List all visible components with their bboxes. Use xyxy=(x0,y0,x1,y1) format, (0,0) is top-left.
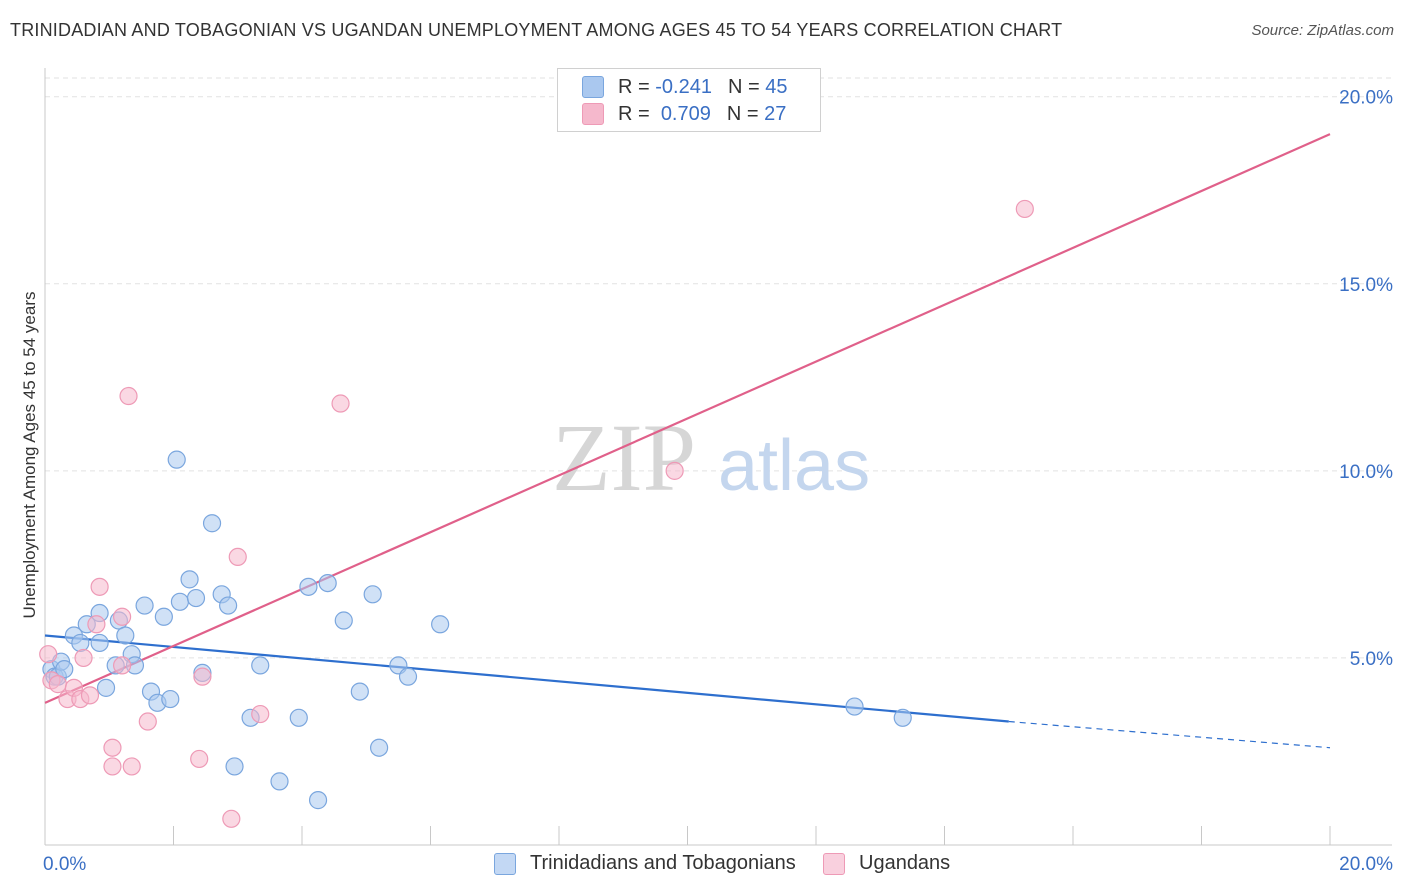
ugandan-point xyxy=(1015,199,1034,219)
ugandan-point xyxy=(251,704,270,724)
ugandan-point xyxy=(138,712,157,731)
source-label: Source: ZipAtlas.com xyxy=(1251,22,1394,39)
ugandan-point xyxy=(112,607,132,626)
bottom-legend-swatch-blue xyxy=(494,852,516,875)
trinidadian-point xyxy=(55,660,74,679)
trinidadian-point xyxy=(90,633,109,653)
legend-r-value: 0.709 xyxy=(660,102,711,125)
ugandan-point xyxy=(190,749,209,769)
legend-r-label: R = xyxy=(618,75,650,98)
trinidadian-point xyxy=(334,611,353,630)
trinidadian-point xyxy=(289,708,308,727)
ugandan-point xyxy=(80,686,100,705)
legend-swatch-pink xyxy=(582,103,604,125)
ugandan-point xyxy=(228,547,247,567)
axis-layer xyxy=(44,68,1392,846)
legend-n-label: N = xyxy=(726,102,759,125)
x-tick-label: 0.0% xyxy=(43,854,86,875)
trinidadian-point xyxy=(363,585,382,604)
watermark: ZIP atlas xyxy=(552,404,870,511)
trinidadian-point xyxy=(219,596,238,615)
legend-r-label: R = xyxy=(618,102,650,125)
trinidadian-point xyxy=(116,626,135,645)
watermark-atlas-text: atlas xyxy=(718,426,870,506)
trinidadian-point xyxy=(270,772,289,791)
legend-n-value: 27 xyxy=(764,102,787,125)
ugandan-point xyxy=(193,667,212,686)
legend-swatch-blue xyxy=(582,76,604,98)
trinidadian-point xyxy=(135,596,154,615)
ugandan-point xyxy=(331,394,350,413)
bottom-legend-swatch-pink xyxy=(823,852,845,875)
trinidadian-point xyxy=(299,577,318,596)
points-layer xyxy=(39,199,1034,828)
trinidadian-point xyxy=(161,689,180,709)
trinidadian-point xyxy=(350,682,369,701)
ugandan-point xyxy=(103,757,122,776)
trinidadian-point xyxy=(180,570,199,589)
ugandan-point xyxy=(112,656,132,675)
bottom-legend-label: Ugandans xyxy=(859,852,951,874)
y-tick-label: 10.0% xyxy=(1339,462,1393,483)
legend-row-ugandan: R = 0.709 N = 27 xyxy=(582,102,786,126)
y-axis-label: Unemployment Among Ages 45 to 54 years xyxy=(20,291,39,619)
trinidadian-point xyxy=(96,678,116,697)
trinidadian-trend-extension xyxy=(1008,720,1331,749)
trinidadian-point xyxy=(431,615,450,634)
trinidadian-point xyxy=(251,656,270,675)
legend-r-value: -0.241 xyxy=(655,75,712,98)
legend-row-trinidadian: R = -0.241 N = 45 xyxy=(582,75,787,99)
bottom-legend-item-trinidadian[interactable]: Trinidadians and Tobagonians xyxy=(494,852,796,875)
trinidadian-point xyxy=(202,514,222,533)
watermark-zip-text: ZIP xyxy=(552,404,696,511)
ugandan-point xyxy=(90,577,109,596)
legend-n-value: 45 xyxy=(765,75,788,98)
trinidadian-point xyxy=(186,588,206,608)
trinidadian-point xyxy=(318,573,337,593)
ugandan-point xyxy=(39,645,58,664)
bottom-legend-label: Trinidadians and Tobagonians xyxy=(530,852,796,874)
y-tick-label: 20.0% xyxy=(1339,88,1393,109)
ugandan-point xyxy=(122,757,141,776)
trinidadian-point xyxy=(308,791,328,810)
ugandan-point xyxy=(665,461,684,480)
trinidadian-point xyxy=(225,757,244,776)
ugandan-trend-line xyxy=(44,133,1331,704)
y-tick-label: 15.0% xyxy=(1339,275,1393,296)
trinidadian-point xyxy=(893,708,912,727)
trinidadian-trend-line xyxy=(44,634,1009,723)
ugandan-point xyxy=(48,675,67,694)
ugandan-point xyxy=(87,615,106,634)
chart-title: TRINIDADIAN AND TOBAGONIAN VS UGANDAN UN… xyxy=(10,20,1063,40)
tick-label-layer: 5.0% 10.0% 15.0% 20.0% 0.0% 20.0% xyxy=(43,88,1393,875)
correlation-legend: R = -0.241 N = 45 R = 0.709 N = 27 xyxy=(557,68,821,132)
x-tick-label: 20.0% xyxy=(1339,854,1393,875)
ugandan-point xyxy=(103,738,122,757)
trinidadian-point xyxy=(370,738,389,757)
trinidadian-point xyxy=(154,607,173,626)
trinidadian-point xyxy=(170,592,190,611)
trinidadian-point xyxy=(167,450,186,469)
bottom-legend-item-ugandan[interactable]: Ugandans xyxy=(823,852,950,875)
trinidadian-point xyxy=(398,667,418,686)
trinidadian-point xyxy=(71,633,90,653)
y-tick-label: 5.0% xyxy=(1350,649,1393,670)
grid-layer xyxy=(45,77,1392,659)
ugandan-point xyxy=(74,648,93,668)
ugandan-point xyxy=(222,809,241,828)
trinidadian-point xyxy=(845,697,864,716)
legend-n-label: N = xyxy=(727,75,760,98)
ugandan-point xyxy=(119,386,138,406)
